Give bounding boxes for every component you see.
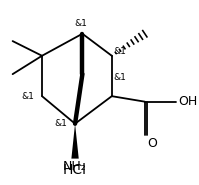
Text: NH₂: NH₂ [63,160,87,173]
Text: &1: &1 [55,119,68,128]
Text: &1: &1 [114,73,127,82]
Polygon shape [71,124,79,159]
Text: O: O [148,137,157,149]
Text: OH: OH [178,95,197,108]
Text: &1: &1 [22,92,35,101]
Text: &1: &1 [114,47,127,56]
Text: HCl: HCl [63,163,87,177]
Text: &1: &1 [74,19,87,28]
